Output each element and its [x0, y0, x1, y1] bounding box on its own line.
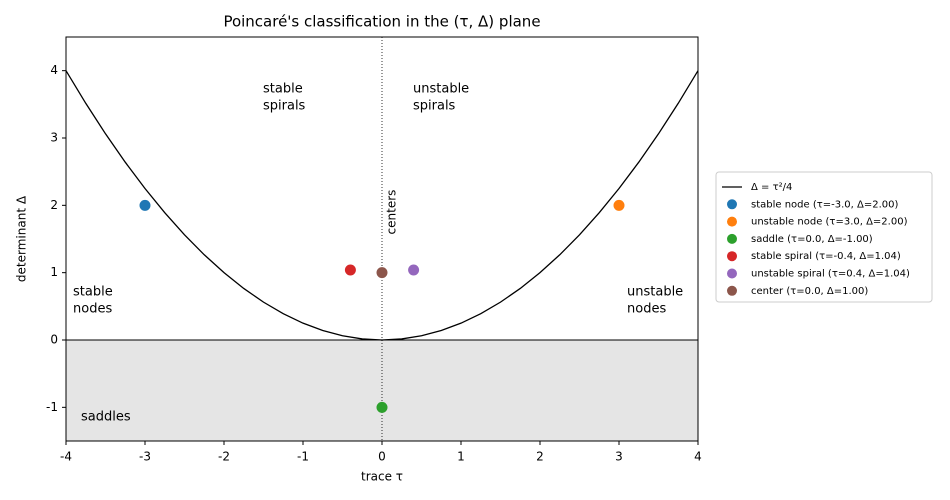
x-tick-label: -1: [297, 450, 309, 464]
x-tick-label: -2: [218, 450, 230, 464]
x-tick-label: 4: [694, 450, 702, 464]
annotation: unstable: [627, 285, 683, 300]
legend-marker: [727, 233, 737, 244]
legend-label: saddle (τ=0.0, Δ=-1.00): [751, 234, 873, 245]
annotation: nodes: [73, 302, 112, 317]
curve: [66, 70, 698, 341]
point: [408, 264, 420, 276]
legend-label: stable node (τ=-3.0, Δ=2.00): [751, 199, 899, 210]
annotation: spirals: [263, 99, 306, 114]
y-tick-label: 1: [50, 265, 58, 279]
legend-label: unstable node (τ=3.0, Δ=2.00): [751, 217, 908, 228]
y-tick-label: -1: [46, 400, 58, 414]
point: [613, 199, 625, 211]
legend-marker: [727, 199, 737, 210]
legend-label: Δ = τ²/4: [751, 182, 792, 193]
point: [344, 264, 356, 276]
chart-title: Poincaré's classification in the (τ, Δ) …: [223, 13, 540, 31]
x-tick-label: 1: [457, 450, 465, 464]
annotation: unstable: [413, 82, 469, 97]
y-tick-label: 4: [50, 63, 58, 77]
x-tick-label: -3: [139, 450, 151, 464]
y-axis-label: determinant Δ: [15, 195, 29, 282]
legend-label: stable spiral (τ=-0.4, Δ=1.04): [751, 251, 901, 262]
x-tick-label: 3: [615, 450, 623, 464]
legend-label: unstable spiral (τ=0.4, Δ=1.04): [751, 269, 910, 280]
legend-box: [715, 171, 933, 303]
point: [376, 267, 388, 279]
legend-label: center (τ=0.0, Δ=1.00): [751, 286, 868, 297]
legend-marker: [727, 268, 737, 279]
legend-marker: [727, 285, 737, 296]
x-tick-label: 0: [378, 450, 386, 464]
y-tick-label: 3: [50, 131, 58, 145]
x-axis-label: trace τ: [361, 470, 403, 484]
annotation: nodes: [627, 302, 666, 317]
annotation: spirals: [413, 99, 456, 114]
annotation: stable: [263, 82, 303, 97]
y-tick-label: 2: [50, 198, 58, 212]
plot-frame: [65, 36, 699, 442]
point: [376, 401, 388, 413]
point: [139, 199, 151, 211]
x-tick-label: 2: [536, 450, 544, 464]
annotation: stable: [73, 285, 113, 300]
legend-marker: [727, 251, 737, 262]
y-tick-label: 0: [50, 333, 58, 347]
annotation: saddles: [81, 410, 131, 425]
legend-marker: [727, 216, 737, 227]
x-tick-label: -4: [60, 450, 72, 464]
annotation: centers: [385, 190, 399, 235]
